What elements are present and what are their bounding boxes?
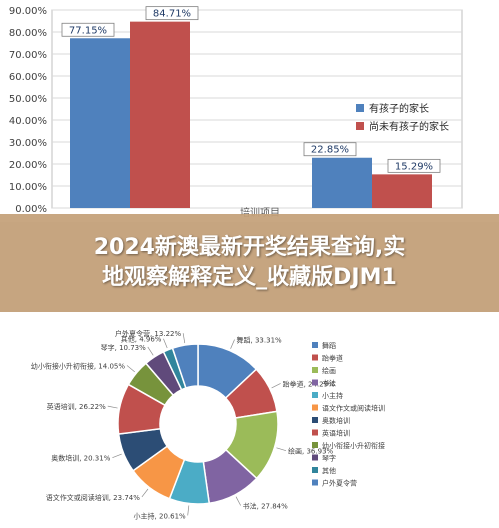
leader-line xyxy=(147,346,154,356)
y-tick-label: 80.00% xyxy=(9,28,47,39)
legend-swatch xyxy=(356,122,364,130)
data-label: 77.15% xyxy=(69,25,107,36)
legend-label: 书法 xyxy=(322,379,336,388)
leader-line xyxy=(107,405,118,409)
legend-label: 幼小衔接小升初衔接 xyxy=(322,441,385,450)
legend-swatch xyxy=(312,454,318,461)
bar xyxy=(70,38,130,208)
legend-label: 英语培训 xyxy=(322,429,350,438)
bar xyxy=(130,21,190,208)
data-label: 15.29% xyxy=(395,161,433,172)
legend-swatch xyxy=(312,467,318,473)
data-label-box xyxy=(303,142,357,157)
bar-chart-panel: 0.00% 10.00% 20.00% 30.00% 40.00% 50.00% 60.00… xyxy=(0,0,499,222)
y-tick-label: 10.00% xyxy=(9,182,47,193)
slice-label: 奥数培训, 20.31% xyxy=(51,454,110,463)
slice-label: 幼小衔接小升初衔接, 14.05% xyxy=(31,361,125,370)
legend-swatch xyxy=(312,404,318,411)
y-tick-label: 50.00% xyxy=(9,94,47,105)
legend-label: 语文作文或阅读培训 xyxy=(322,404,385,413)
slice-label: 小主持, 20.61% xyxy=(134,511,186,520)
legend-label: 绘画 xyxy=(322,366,336,375)
slice-label: 琴字, 10.73% xyxy=(101,343,146,352)
legend-swatch xyxy=(312,379,318,386)
donut-slice xyxy=(171,343,199,389)
y-tick-label: 60.00% xyxy=(9,72,47,83)
legend-label: 其他 xyxy=(322,466,336,475)
leader-line xyxy=(235,496,241,506)
leader-line xyxy=(182,333,186,344)
slice-label: 跆拳道, 24.29% xyxy=(283,379,335,388)
pie-chart-panel: 舞蹈, 33.31% 跆拳道, 24.29% 绘画, 36.93% 书法, 27.84… xyxy=(0,312,499,528)
legend-swatch xyxy=(312,429,318,436)
slice-label: 户外夏令营, 13.22% xyxy=(115,329,181,338)
legend-swatch xyxy=(312,442,318,448)
data-label: 22.85% xyxy=(311,145,349,156)
data-label: 84.71% xyxy=(153,9,191,20)
donut-chart: 舞蹈, 33.31% 跆拳道, 24.29% 绘画, 36.93% 书法, 27.84… xyxy=(31,329,385,520)
leader-line xyxy=(276,447,287,452)
leader-line xyxy=(163,338,168,349)
slice-label: 其他, 4.96% xyxy=(121,335,162,344)
leader-line xyxy=(187,505,190,516)
legend-swatch xyxy=(312,417,318,423)
title-banner: 2024新澳最新开奖结果查询,实 地观察解释定义_收藏版DJM1 xyxy=(0,214,499,312)
data-label-box xyxy=(387,158,441,173)
legend-label: 舞蹈 xyxy=(322,341,336,350)
banner-line-1: 2024新澳最新开奖结果查询,实 xyxy=(93,235,406,260)
bar-chart: 0.00% 10.00% 20.00% 30.00% 40.00% 50.00% 60.00… xyxy=(9,6,463,219)
legend-label: 有孩子的家长 xyxy=(369,102,429,115)
legend-label: 尚未有孩子的家长 xyxy=(369,120,449,133)
y-tick-label: 70.00% xyxy=(9,50,47,61)
y-tick-label: 40.00% xyxy=(9,116,47,127)
legend-swatch xyxy=(312,342,318,348)
slice-label: 绘画, 36.93% xyxy=(288,447,333,456)
legend-swatch xyxy=(312,354,318,361)
leader-line xyxy=(126,365,135,373)
y-tick-label: 20.00% xyxy=(9,160,47,171)
banner-line-2: 地观察解释定义_收藏版DJM1 xyxy=(102,265,397,290)
bar xyxy=(312,157,372,208)
data-label-box xyxy=(145,6,199,21)
leader-line xyxy=(271,383,281,389)
legend-label: 琴字 xyxy=(322,454,336,463)
legend-swatch xyxy=(312,367,318,373)
y-tick-label: 30.00% xyxy=(9,138,47,149)
leader-line xyxy=(112,453,122,459)
slice-label: 书法, 27.84% xyxy=(243,502,288,511)
y-tick-label: 90.00% xyxy=(9,6,47,17)
slice-label: 语文作文或阅读培训, 23.74% xyxy=(46,493,140,502)
slice-label: 英语培训, 26.22% xyxy=(47,402,106,411)
legend-label: 户外夏令营 xyxy=(322,479,357,488)
slice-label: 舞蹈, 33.31% xyxy=(237,336,282,345)
legend-label: 小主持 xyxy=(322,391,343,400)
leader-line xyxy=(230,339,235,349)
legend-swatch xyxy=(356,104,364,112)
leader-line xyxy=(141,488,149,498)
legend-swatch xyxy=(312,479,318,486)
legend-label: 跆拳道 xyxy=(322,354,343,363)
legend-label: 奥数培训 xyxy=(322,416,350,425)
legend-swatch xyxy=(312,392,318,398)
y-tick-label: 0.00% xyxy=(15,204,47,215)
bar xyxy=(372,174,432,208)
data-label-box xyxy=(61,22,115,37)
